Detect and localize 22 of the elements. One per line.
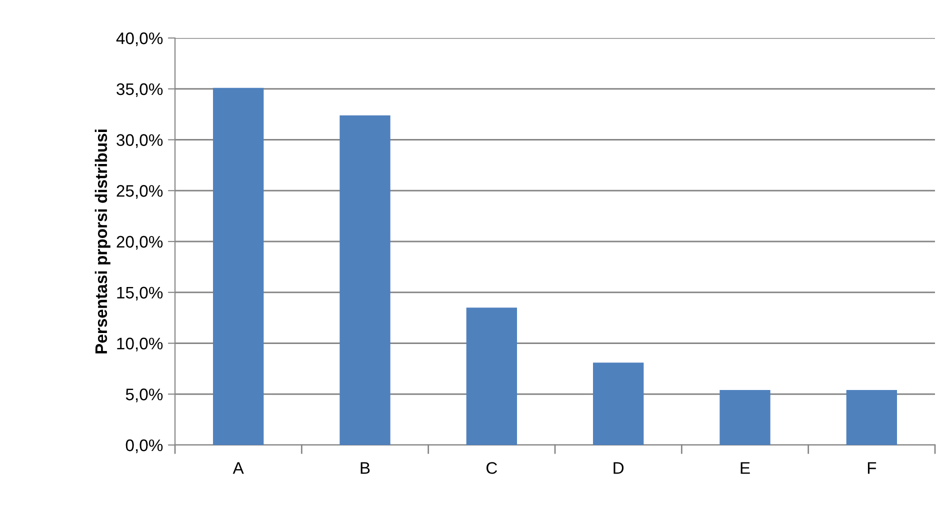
y-tick-label: 25,0% [116,185,163,199]
y-tick-label: 5,0% [126,388,163,402]
y-tick-label: 40,0% [116,32,163,46]
bar [466,308,517,445]
y-axis-title: Persentasi prporsi distribusi [94,130,110,354]
x-tick-label: F [868,462,876,474]
y-tick-label: 35,0% [116,83,163,98]
y-tick-label: 15,0% [117,286,163,301]
x-tick-label: B [360,462,370,474]
y-tick-label: 0,0% [126,439,163,454]
y-tick-label: 10,0% [117,338,163,352]
x-tick-label: C [486,462,498,474]
bar [846,390,897,445]
bar [720,390,770,445]
x-tick-label: E [740,462,750,474]
x-tick-label: D [614,462,624,474]
x-tick-label: A [232,462,244,474]
y-tick-label: 30,0% [116,134,163,148]
bar [213,88,264,445]
bar [340,115,390,445]
y-tick-label: 20,0% [116,236,163,250]
bar [593,362,644,445]
